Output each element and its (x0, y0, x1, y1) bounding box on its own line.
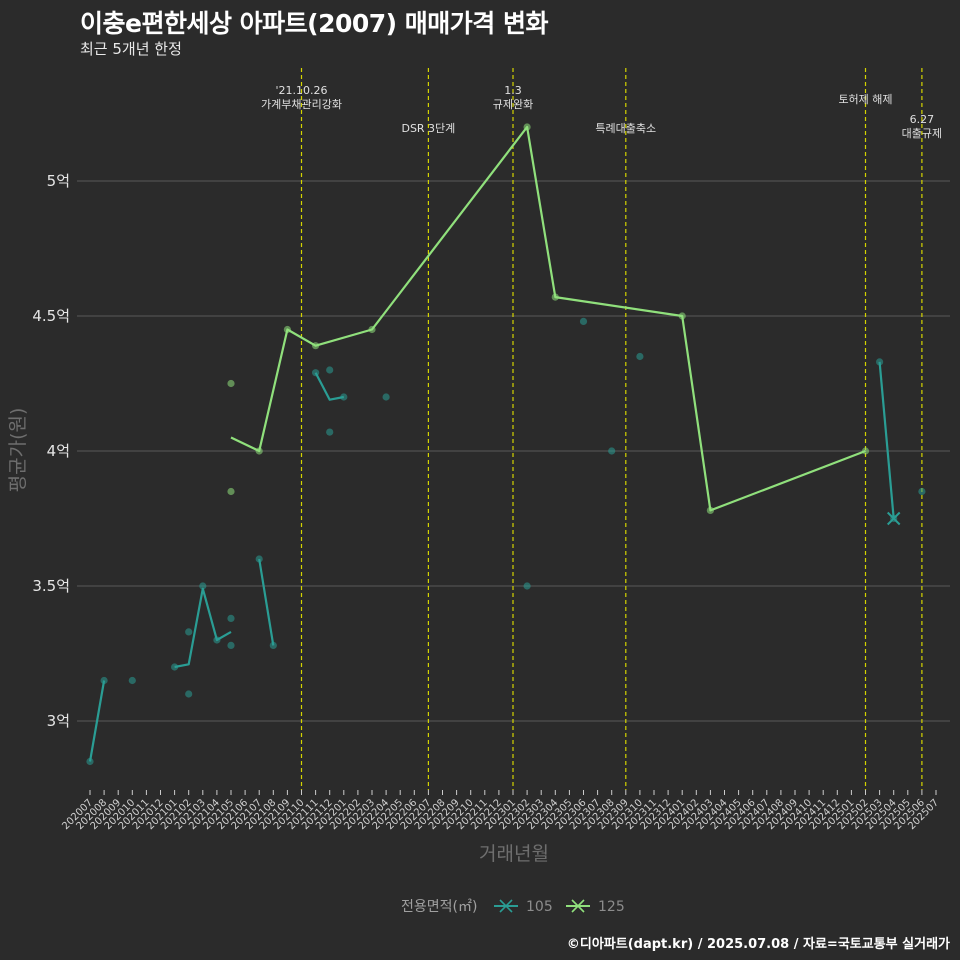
series-105-point (185, 628, 193, 636)
legend-item-label: 105 (526, 899, 553, 915)
series-105-point (636, 352, 644, 361)
y-tick-label: 5억 (47, 172, 70, 190)
series-105-point (340, 393, 348, 401)
data-series (86, 123, 926, 766)
series-105-point (213, 636, 221, 644)
annotation-label: DSR 3단계 (401, 122, 455, 135)
chart-caption: ©디아파트(dapt.kr) / 2025.07.08 / 자료=국토교통부 실… (566, 937, 950, 952)
series-105-point (269, 641, 277, 650)
series-105-point (523, 582, 531, 590)
series-105-point (918, 487, 926, 496)
x-axis-ticks: 2020072020082020092020102020112020122021… (60, 790, 941, 832)
annotation-label: 가계부채관리강화 (261, 98, 342, 111)
series-105-point (255, 555, 263, 563)
series-105-point (86, 757, 94, 766)
y-axis-ticks: 3억 3.5억 4억 4.5억 5억 (32, 172, 70, 730)
series-105-point (100, 676, 108, 685)
grid-lines (77, 180, 950, 722)
series-125-point (523, 123, 531, 131)
series-105-point (876, 358, 884, 366)
series-105-point (199, 582, 207, 590)
series-105-line (878, 361, 895, 519)
series-105-point (185, 690, 193, 698)
series-105-point (227, 641, 235, 650)
chart-subtitle: 최근 5개년 한정 (80, 40, 182, 58)
last-trade-marker (886, 511, 901, 526)
series-125-point (368, 325, 376, 334)
series-125-point (227, 487, 235, 496)
series-105-point (579, 317, 588, 325)
y-axis-title: 평균가(원) (7, 408, 29, 493)
chart-title: 이충e편한세상 아파트(2007) 매매가격 변화 (80, 9, 549, 38)
annotation-label: 토허제 해제 (838, 92, 892, 106)
y-tick-label: 3억 (47, 712, 70, 730)
legend-swatch-marker (499, 899, 513, 913)
legend: 전용면적(㎡) 105 125 (401, 899, 625, 915)
y-tick-label: 4.5억 (32, 307, 70, 325)
series-125-point (706, 506, 715, 514)
series-125-point (678, 312, 686, 320)
series-125-line (230, 125, 866, 512)
series-105-line (314, 372, 345, 401)
annotation-label: 특례대출축소 (595, 122, 656, 135)
annotation-label: '21.10.26 (275, 84, 327, 97)
series-105-point (382, 393, 390, 401)
legend-title: 전용면적(㎡) (401, 899, 477, 915)
series-125-point (255, 447, 263, 455)
series-125-point (551, 293, 559, 301)
series-105-line (174, 587, 232, 669)
annotation-label: 1.3 (504, 84, 522, 97)
series-125-point (227, 379, 235, 388)
annotation-label: 대출규제 (902, 127, 942, 140)
policy-vlines (300, 68, 923, 790)
series-105-point (227, 614, 235, 623)
series-105-point (128, 676, 136, 685)
series-105-point (608, 447, 616, 455)
y-tick-label: 4억 (47, 442, 70, 460)
series-105-point (171, 663, 179, 671)
legend-item-label: 125 (598, 899, 625, 915)
series-105-point (326, 428, 334, 436)
series-105-point (312, 369, 320, 377)
series-105-point (326, 366, 334, 374)
series-125-point (283, 325, 291, 334)
series-105-line (258, 558, 275, 646)
series-125-point (861, 447, 870, 455)
legend-swatch-marker (571, 899, 585, 913)
y-tick-label: 3.5억 (32, 577, 70, 595)
annotation-label: 규제완화 (493, 98, 533, 111)
x-axis-title: 거래년월 (479, 843, 549, 865)
series-105-line (88, 680, 106, 762)
series-125-point (312, 342, 320, 350)
annotation-label: 6.27 (910, 113, 935, 126)
